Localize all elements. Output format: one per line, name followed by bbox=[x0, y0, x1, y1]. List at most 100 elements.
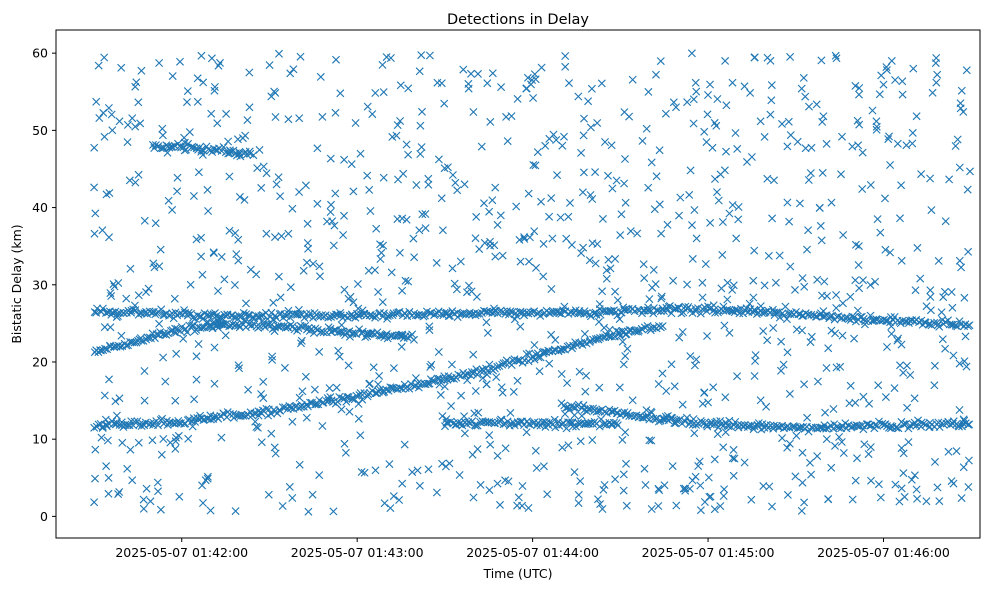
detection-marker bbox=[939, 293, 948, 302]
detection-marker bbox=[728, 78, 737, 87]
detection-marker bbox=[681, 486, 690, 495]
detection-marker bbox=[120, 421, 129, 430]
detection-marker bbox=[713, 188, 721, 197]
detection-marker bbox=[957, 494, 966, 503]
detection-marker bbox=[679, 304, 688, 312]
detection-marker bbox=[903, 361, 911, 370]
detection-marker bbox=[890, 384, 899, 393]
detection-marker bbox=[404, 84, 413, 93]
detection-marker bbox=[577, 411, 586, 420]
detection-marker bbox=[464, 79, 473, 88]
detection-marker bbox=[577, 249, 586, 258]
detection-marker bbox=[813, 452, 822, 461]
detection-marker bbox=[268, 352, 277, 361]
y-tick-label: 60 bbox=[32, 46, 48, 61]
detection-marker bbox=[539, 272, 548, 281]
detection-marker bbox=[850, 334, 859, 343]
detection-marker bbox=[134, 98, 143, 107]
detection-marker bbox=[805, 102, 813, 111]
detection-marker bbox=[714, 423, 723, 432]
detection-marker bbox=[313, 199, 322, 208]
detection-marker bbox=[750, 53, 759, 62]
chart-title: Detections in Delay bbox=[447, 12, 589, 28]
detection-marker bbox=[638, 136, 647, 145]
detection-marker bbox=[623, 344, 632, 353]
detection-marker bbox=[485, 431, 494, 440]
detection-marker bbox=[513, 94, 522, 103]
detection-marker bbox=[461, 310, 470, 319]
detection-marker bbox=[759, 327, 768, 336]
detection-marker bbox=[186, 280, 195, 289]
detection-marker bbox=[175, 492, 184, 501]
detection-marker bbox=[296, 402, 305, 411]
detection-marker bbox=[873, 421, 882, 430]
detection-marker bbox=[874, 381, 883, 390]
detection-marker bbox=[690, 429, 699, 438]
detection-marker bbox=[358, 306, 367, 315]
detection-marker bbox=[95, 114, 104, 122]
detection-marker bbox=[245, 68, 254, 77]
detection-marker bbox=[689, 415, 698, 424]
detection-marker bbox=[123, 120, 132, 129]
detection-marker bbox=[239, 411, 248, 420]
detection-marker bbox=[874, 417, 883, 426]
detection-marker bbox=[100, 53, 109, 62]
detection-marker bbox=[588, 195, 597, 203]
detection-marker bbox=[118, 421, 126, 430]
detection-marker bbox=[709, 383, 718, 392]
detection-marker bbox=[837, 438, 846, 446]
detection-marker bbox=[140, 367, 149, 375]
detection-marker bbox=[685, 190, 694, 199]
detection-marker bbox=[163, 148, 172, 157]
detection-marker bbox=[468, 369, 477, 378]
detection-marker bbox=[689, 119, 698, 128]
detection-marker bbox=[832, 304, 841, 312]
detection-marker bbox=[199, 499, 207, 507]
detection-marker bbox=[763, 174, 772, 183]
detection-marker bbox=[123, 464, 132, 473]
detection-marker bbox=[926, 174, 935, 183]
detection-marker bbox=[344, 361, 353, 370]
detection-marker bbox=[959, 107, 968, 116]
detection-marker bbox=[766, 56, 775, 65]
detection-marker bbox=[454, 370, 463, 379]
detection-marker bbox=[111, 397, 120, 406]
detection-marker bbox=[729, 281, 738, 290]
detection-marker bbox=[241, 317, 250, 326]
detection-marker bbox=[775, 313, 784, 322]
detection-marker bbox=[663, 220, 672, 229]
detection-marker bbox=[94, 61, 103, 70]
detection-marker bbox=[471, 387, 480, 395]
detection-marker bbox=[459, 65, 468, 74]
detection-marker bbox=[960, 293, 969, 302]
detection-marker bbox=[125, 176, 134, 185]
detection-marker bbox=[657, 292, 666, 301]
detection-marker bbox=[955, 256, 964, 265]
detection-marker bbox=[851, 240, 860, 249]
detection-marker bbox=[102, 462, 111, 471]
detection-marker bbox=[343, 392, 352, 401]
detection-marker bbox=[467, 69, 475, 78]
detection-marker bbox=[891, 480, 900, 489]
detection-marker bbox=[416, 121, 425, 130]
detection-marker bbox=[403, 333, 412, 342]
detection-marker bbox=[193, 97, 202, 106]
detection-marker bbox=[921, 420, 930, 429]
detection-marker bbox=[734, 203, 743, 211]
detection-marker bbox=[173, 173, 182, 182]
detection-marker bbox=[496, 211, 505, 220]
detection-marker bbox=[354, 399, 363, 408]
detection-marker bbox=[875, 90, 884, 99]
detection-marker bbox=[469, 350, 478, 359]
detection-marker bbox=[525, 233, 534, 242]
detection-marker bbox=[328, 217, 337, 226]
detection-marker bbox=[395, 383, 404, 392]
detection-marker bbox=[756, 396, 765, 405]
detection-marker bbox=[620, 108, 629, 117]
detection-marker bbox=[315, 471, 324, 480]
detection-marker bbox=[604, 171, 612, 180]
detection-marker bbox=[455, 419, 464, 428]
detection-marker bbox=[605, 325, 614, 334]
detection-marker bbox=[786, 52, 795, 61]
